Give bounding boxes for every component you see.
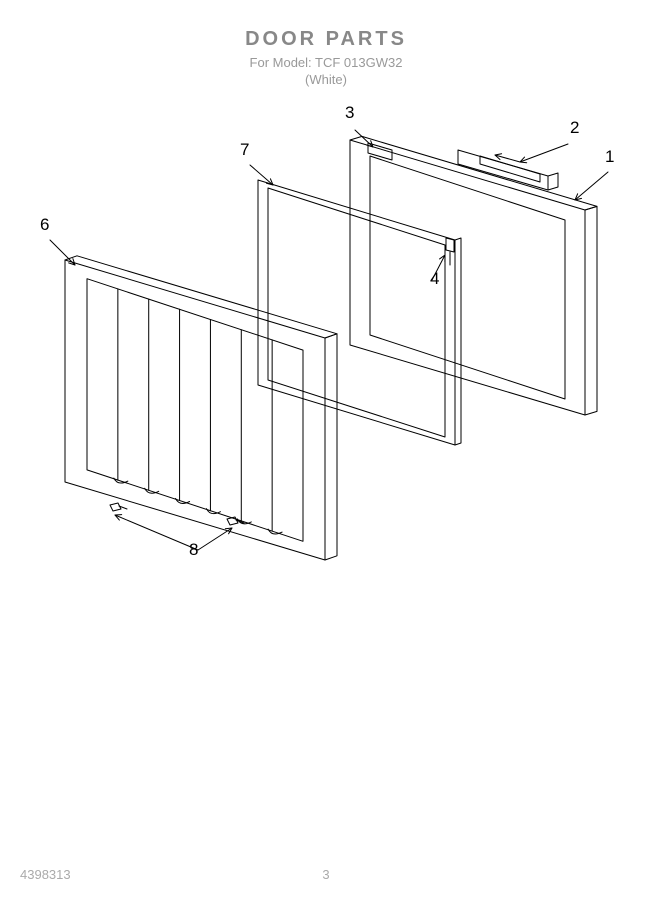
callout-7: 7 [240, 140, 249, 159]
callout-4: 4 [430, 269, 439, 288]
leader-line [250, 165, 273, 185]
handle-slot [480, 156, 540, 182]
louver-foot [206, 509, 220, 514]
hinge-pin [446, 238, 454, 252]
gasket-inner [268, 188, 445, 437]
exploded-diagram: 1 2 3 4 6 7 8 [0, 100, 652, 820]
liner-right [325, 334, 337, 560]
liner-front [65, 260, 325, 560]
leader-line [50, 240, 75, 265]
model-number: TCF 013GW32 [315, 55, 402, 70]
leader-line [520, 144, 568, 162]
outer-frame-right [585, 206, 597, 415]
outer-frame-inner [370, 156, 565, 399]
leader-line [575, 172, 608, 200]
gasket-edge [455, 238, 461, 445]
callout-6: 6 [40, 215, 49, 234]
doc-id: 4398313 [20, 867, 71, 882]
callout-3: 3 [345, 103, 354, 122]
leader-line [198, 528, 232, 550]
page-number: 3 [322, 867, 329, 882]
louver-foot [268, 529, 282, 534]
variant-line: (White) [0, 72, 652, 87]
louver-foot [114, 478, 128, 483]
handle-side [548, 173, 558, 190]
liner-top [65, 256, 337, 338]
model-line: For Model: TCF 013GW32 [0, 55, 652, 70]
outer-frame-front [350, 140, 585, 415]
leader-line [115, 515, 198, 550]
header-block: DOOR PARTS For Model: TCF 013GW32 (White… [0, 0, 652, 87]
callout-1: 1 [605, 147, 614, 166]
subtitle-prefix: For Model: [250, 55, 316, 70]
liner-recess [87, 279, 303, 542]
callout-2: 2 [570, 118, 579, 137]
louver-foot [145, 488, 159, 493]
page-title: DOOR PARTS [0, 28, 652, 51]
callout-8: 8 [189, 540, 198, 559]
louver-foot [176, 499, 190, 504]
gasket-outer [258, 180, 455, 445]
screw-head [110, 503, 121, 511]
handle-plate [458, 150, 548, 190]
